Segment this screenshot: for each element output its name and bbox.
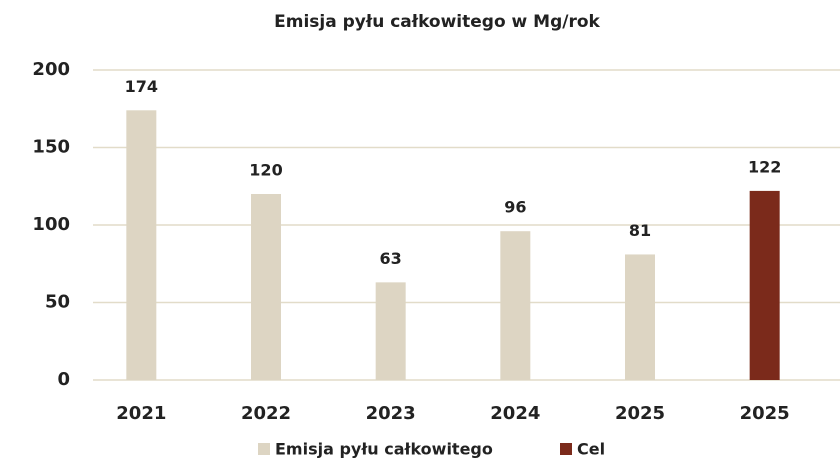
data-label: 63 (380, 249, 402, 268)
x-tick-label: 2022 (241, 403, 291, 424)
x-tick-label: 2024 (490, 403, 540, 424)
y-tick-label: 100 (32, 214, 70, 235)
y-tick-label: 200 (32, 59, 70, 80)
data-label: 96 (504, 198, 526, 217)
data-label: 81 (629, 221, 651, 240)
bar (749, 190, 780, 380)
x-tick-label: 2025 (740, 403, 790, 424)
data-label: 120 (249, 161, 282, 180)
y-tick-label: 150 (32, 137, 70, 158)
data-label: 174 (125, 77, 158, 96)
bar (500, 231, 531, 380)
x-tick-label: 2025 (615, 403, 665, 424)
legend-swatch (258, 443, 270, 455)
bar (126, 110, 157, 381)
legend-label: Emisja pyłu całkowitego (275, 440, 493, 459)
bar (625, 254, 655, 380)
x-tick-label: 2023 (366, 403, 416, 424)
legend-swatch (560, 443, 572, 455)
bar (251, 194, 281, 380)
legend-label: Cel (577, 440, 605, 459)
chart-title: Emisja pyłu całkowitego w Mg/rok (274, 12, 600, 32)
bar (375, 282, 406, 380)
x-tick-label: 2021 (116, 403, 166, 424)
y-tick-label: 0 (57, 369, 70, 390)
y-tick-label: 50 (45, 292, 70, 313)
data-label: 122 (748, 157, 781, 176)
